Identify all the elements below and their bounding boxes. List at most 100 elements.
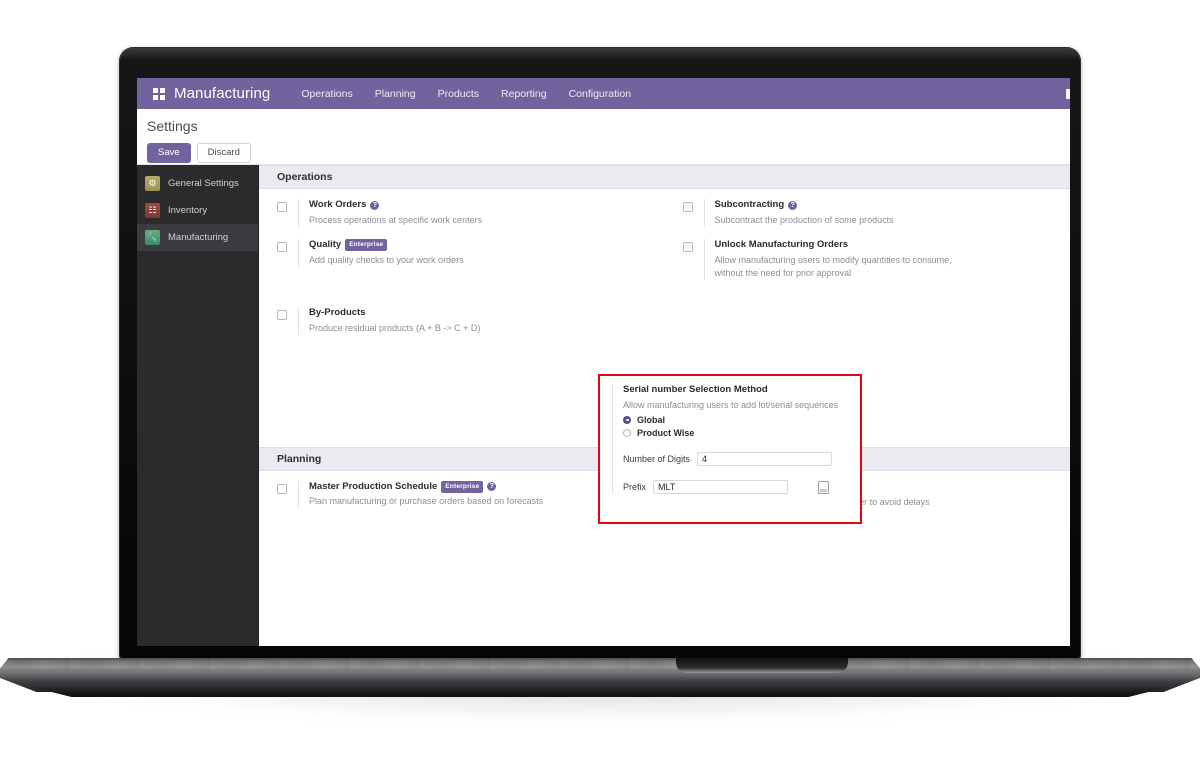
setting-title-row: Quality Enterprise [309, 239, 464, 252]
number-of-digits-label: Number of Digits [623, 453, 691, 464]
save-button[interactable]: Save [147, 143, 191, 164]
setting-title-row: Subcontracting ? [715, 199, 894, 212]
radio-option-product-wise[interactable]: Product Wise [623, 428, 860, 438]
setting-description: Process operations at specific work cent… [309, 214, 483, 225]
setting-title: Unlock Manufacturing Orders [714, 238, 849, 250]
setting-description: Plan manufacturing or purchase orders ba… [309, 496, 544, 507]
discard-button[interactable]: Discard [196, 143, 251, 164]
apps-grid-icon [153, 87, 165, 100]
setting-description: Subcontract the production of some produ… [714, 214, 894, 225]
radio-product-wise-icon[interactable] [623, 428, 631, 437]
setting-text: Work Orders ? Process operations at spec… [298, 199, 482, 227]
gear-icon: ⚙ [145, 176, 160, 191]
setting-title-row: Unlock Manufacturing Orders [715, 239, 983, 252]
operations-row-1: Work Orders ? Process operations at spec… [259, 199, 1070, 347]
setting-title: Quality [309, 238, 342, 250]
app-brand-name: Manufacturing [174, 85, 271, 102]
help-icon[interactable]: ? [788, 200, 798, 210]
sidebar-item-manufacturing[interactable]: 🔧 Manufacturing [137, 224, 258, 251]
radio-product-wise-label: Product Wise [637, 427, 695, 438]
nav-item-configuration[interactable]: Configuration [568, 87, 632, 100]
checkbox-by-products[interactable] [277, 309, 287, 320]
settings-body: ⚙ General Settings ☷ Inventory 🔧 Manufac… [137, 165, 1070, 646]
setting-text: By-Products Produce residual products (A… [298, 306, 481, 335]
user-avatar-icon [1066, 88, 1070, 99]
setting-text: Unlock Manufacturing Orders Allow manufa… [703, 238, 983, 280]
setting-quality: Quality Enterprise Add quality checks to… [277, 238, 651, 267]
inventory-icon: ☷ [145, 203, 160, 218]
setting-text: Subcontracting ? Subcontract the product… [703, 199, 894, 227]
serial-number-highlight-box: Serial number Selection Method Allow man… [598, 374, 862, 524]
section-body-operations: Work Orders ? Process operations at spec… [259, 189, 1070, 524]
nav-item-planning[interactable]: Planning [374, 87, 416, 100]
checkbox-unlock-manufacturing-orders[interactable] [682, 241, 693, 252]
settings-content: Operations Work Orders ? [258, 165, 1070, 646]
setting-title: Work Orders [309, 199, 367, 210]
enterprise-badge: Enterprise [345, 239, 388, 252]
sidebar-item-inventory[interactable]: ☷ Inventory [137, 197, 258, 224]
setting-by-products: By-Products Produce residual products (A… [277, 306, 651, 335]
checkbox-work-orders[interactable] [277, 202, 287, 212]
setting-work-orders: Work Orders ? Process operations at spec… [277, 199, 651, 227]
setting-text: Quality Enterprise Add quality checks to… [298, 238, 464, 267]
operations-col-right: Subcontracting ? Subcontract the product… [665, 199, 1071, 347]
setting-subcontracting: Subcontracting ? Subcontract the product… [682, 199, 1057, 227]
laptop-screen: Manufacturing Operations Planning Produc… [137, 78, 1070, 646]
setting-unlock-manufacturing-orders: Unlock Manufacturing Orders Allow manufa… [682, 238, 1057, 280]
checkbox-quality[interactable] [277, 241, 287, 252]
setting-title-row: Master Production Schedule Enterprise ? [309, 481, 543, 494]
nav-menu: Operations Planning Products Reporting C… [290, 80, 642, 108]
help-icon[interactable]: ? [487, 482, 497, 492]
laptop-base-edge [35, 688, 1165, 697]
setting-description: Allow manufacturing users to add lot/ser… [623, 399, 839, 410]
top-navbar: Manufacturing Operations Planning Produc… [137, 78, 1070, 109]
help-icon[interactable]: ? [370, 200, 380, 210]
planning-col-left: Master Production Schedule Enterprise ? … [259, 480, 665, 521]
nav-user-area[interactable] [1066, 78, 1070, 109]
sidebar-item-label: General Settings [168, 178, 239, 189]
settings-sidebar: ⚙ General Settings ☷ Inventory 🔧 Manufac… [137, 165, 258, 646]
radio-global-icon[interactable] [623, 415, 631, 424]
prefix-input[interactable] [653, 479, 789, 494]
checkbox-master-production-schedule[interactable] [277, 483, 287, 494]
setting-description: Produce residual products (A + B -> C + … [309, 322, 481, 333]
serial-number-setting: Serial number Selection Method Allow man… [600, 376, 860, 494]
control-panel-buttons: Save Discard [147, 143, 251, 164]
nav-item-operations[interactable]: Operations [301, 87, 353, 100]
setting-title: By-Products [309, 306, 366, 318]
nav-item-reporting[interactable]: Reporting [501, 87, 547, 100]
setting-title-row: Work Orders ? [309, 199, 482, 212]
setting-title: Subcontracting [714, 199, 785, 210]
checkbox-subcontracting[interactable] [682, 202, 693, 212]
setting-title: Serial number Selection Method [623, 384, 768, 395]
apps-menu-button[interactable] [146, 87, 172, 100]
wrench-icon: 🔧 [145, 230, 160, 245]
control-panel: Settings Save Discard [137, 109, 1070, 165]
documentation-icon[interactable] [818, 480, 830, 494]
page-title: Settings [147, 118, 198, 134]
setting-master-production-schedule: Master Production Schedule Enterprise ? … [277, 480, 651, 509]
operations-col-left: Work Orders ? Process operations at spec… [259, 199, 665, 347]
number-of-digits-input[interactable] [697, 451, 833, 466]
field-number-of-digits: Number of Digits [623, 451, 860, 466]
setting-title: Master Production Schedule [309, 480, 438, 492]
nav-item-products[interactable]: Products [437, 87, 480, 100]
laptop-base-sheen [0, 660, 1200, 669]
setting-description: Add quality checks to your work orders [309, 254, 464, 265]
sidebar-item-label: Inventory [168, 205, 208, 216]
section-heading-operations: Operations [259, 165, 1070, 189]
laptop-base-notch [676, 658, 848, 673]
setting-title-row: By-Products [309, 307, 480, 320]
prefix-label: Prefix [623, 481, 647, 492]
enterprise-badge: Enterprise [441, 481, 484, 493]
laptop-base [0, 658, 1200, 692]
setting-description: Allow manufacturing users to modify quan… [714, 254, 952, 278]
sidebar-item-label: Manufacturing [168, 232, 229, 243]
field-prefix: Prefix [623, 479, 860, 494]
setting-text: Master Production Schedule Enterprise ? … [298, 480, 544, 509]
sidebar-item-general-settings[interactable]: ⚙ General Settings [137, 170, 258, 197]
radio-option-global[interactable]: Global [623, 415, 860, 425]
setting-text: Serial number Selection Method Allow man… [612, 384, 860, 494]
radio-global-label: Global [637, 414, 666, 425]
